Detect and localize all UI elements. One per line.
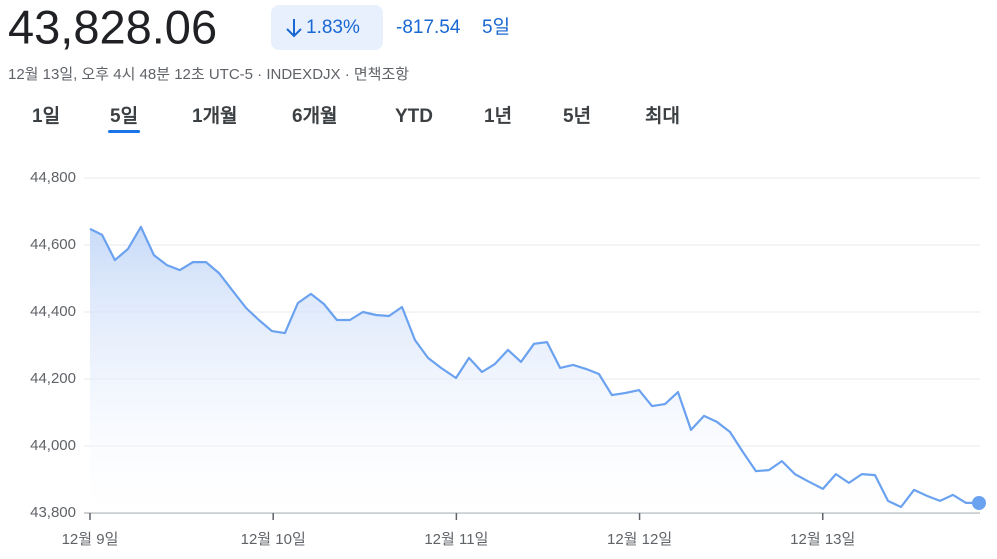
tab-underline	[108, 130, 141, 133]
x-tick-label: 12월 10일	[241, 531, 306, 548]
period-tab[interactable]: 최대	[645, 105, 680, 127]
area-fill	[90, 226, 979, 513]
y-tick-label: 43,800	[30, 504, 76, 521]
y-tick-label: 44,400	[30, 303, 76, 320]
period-tab[interactable]: YTD	[395, 106, 433, 127]
x-tick-label: 12월 11일	[424, 531, 488, 548]
y-tick-label: 44,600	[30, 236, 76, 253]
down-arrow	[286, 19, 302, 38]
x-tick-label: 12월 12일	[607, 531, 672, 548]
y-tick-label: 44,200	[30, 370, 76, 387]
subtitle: 12월 13일, 오후 4시 48분 12초 UTC-5 · INDEXDJX …	[8, 66, 409, 83]
period-tab[interactable]: 5일	[110, 105, 138, 127]
period-tab[interactable]: 1일	[32, 105, 60, 127]
y-tick-label: 44,800	[30, 169, 76, 186]
change-pill	[271, 5, 383, 50]
change-period: 5일	[482, 16, 510, 38]
x-tick-label: 12월 9일	[62, 531, 119, 548]
y-tick-label: 44,000	[30, 437, 76, 454]
x-tick-label: 12월 13일	[790, 531, 855, 548]
change-value: -817.54	[396, 17, 461, 38]
period-tab[interactable]: 1년	[484, 105, 512, 127]
change-percent: 1.83%	[306, 17, 360, 38]
price-line	[89, 225, 979, 509]
period-tab[interactable]: 6개월	[292, 105, 338, 127]
end-dot	[972, 495, 986, 510]
period-tab[interactable]: 5년	[563, 105, 591, 127]
period-tab[interactable]: 1개월	[192, 105, 238, 127]
price: 43,828.06	[8, 0, 217, 53]
